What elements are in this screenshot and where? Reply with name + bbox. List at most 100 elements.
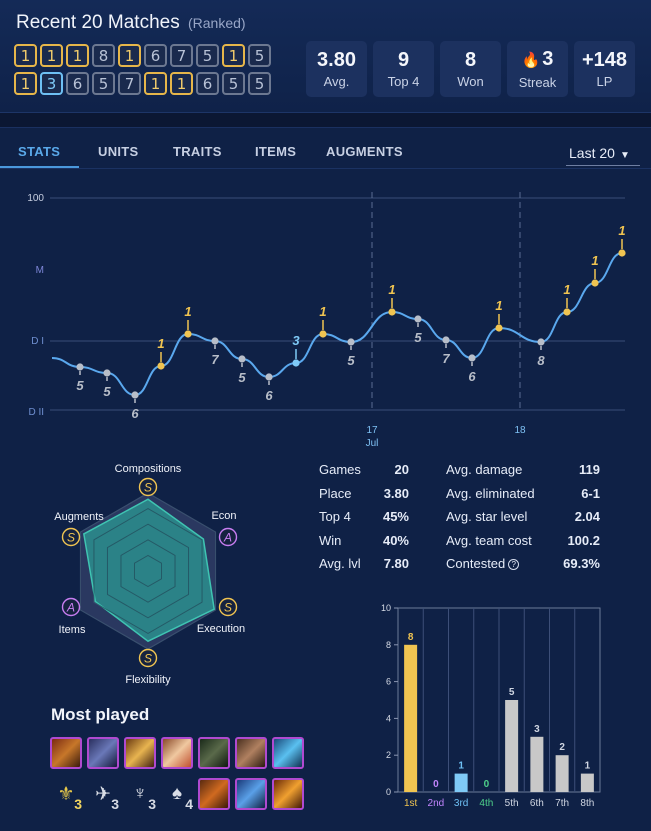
placement-box[interactable]: 6: [196, 72, 219, 95]
unit-portrait[interactable]: [235, 737, 267, 769]
lp-point[interactable]: [292, 359, 300, 367]
unit-portrait[interactable]: [161, 737, 193, 769]
grade-badge[interactable]: [61, 597, 81, 617]
placement-box[interactable]: 5: [248, 44, 271, 67]
unit-portrait[interactable]: [87, 737, 119, 769]
help-icon[interactable]: ?: [508, 559, 520, 570]
item-icon[interactable]: [272, 778, 304, 810]
item-icon[interactable]: [235, 778, 267, 810]
unit-portrait[interactable]: [272, 737, 304, 769]
tab-units[interactable]: UNITS: [98, 144, 139, 159]
lp-point[interactable]: [157, 362, 165, 370]
stat-value: 3.80: [383, 485, 409, 501]
stat-value: 7.80: [383, 556, 409, 571]
placement-box[interactable]: 5: [196, 44, 219, 67]
stat-value: 119: [579, 462, 600, 477]
lp-point[interactable]: [591, 279, 599, 287]
trait-count: 3: [74, 796, 82, 812]
lp-point[interactable]: [442, 336, 450, 344]
trait-badge[interactable]: ♆ 3: [124, 778, 156, 812]
y-tick-label: 4: [386, 713, 391, 723]
lp-point[interactable]: [618, 249, 626, 257]
bar[interactable]: [404, 644, 418, 792]
placement-box[interactable]: 1: [14, 44, 37, 67]
grade-badge[interactable]: [218, 527, 238, 547]
lp-point[interactable]: [265, 373, 273, 381]
stat-label: Games: [319, 462, 361, 477]
grade-badge[interactable]: [138, 477, 158, 497]
placement-box[interactable]: 8: [92, 44, 115, 67]
stats-panel: STATS UNITS TRAITS ITEMS AUGMENTS Last 2…: [0, 127, 651, 831]
bar[interactable]: [454, 773, 468, 792]
tab-items[interactable]: ITEMS: [255, 144, 297, 159]
lp-point[interactable]: [103, 369, 111, 377]
tab-traits[interactable]: TRAITS: [173, 144, 222, 159]
lp-point[interactable]: [414, 315, 422, 323]
lp-point[interactable]: [319, 330, 327, 338]
lp-point[interactable]: [238, 355, 246, 363]
tab-stats[interactable]: STATS: [18, 144, 61, 159]
placement-box[interactable]: 5: [92, 72, 115, 95]
placement-box[interactable]: 1: [66, 44, 89, 67]
placement-box[interactable]: 5: [248, 72, 271, 95]
trait-badge[interactable]: ♠ 4: [161, 778, 193, 812]
item-icon[interactable]: [198, 778, 230, 810]
placement-box[interactable]: 1: [40, 44, 63, 67]
bar[interactable]: [580, 773, 594, 792]
placement-box[interactable]: 6: [144, 44, 167, 67]
active-tab-indicator: [0, 166, 79, 168]
lp-point[interactable]: [537, 338, 545, 346]
trait-badge[interactable]: ⚜ 3: [50, 778, 82, 813]
placement-box[interactable]: 1: [14, 72, 37, 95]
placement-box[interactable]: 7: [118, 72, 141, 95]
placement-box[interactable]: 3: [40, 72, 63, 95]
range-dropdown-value: Last 20: [569, 145, 615, 161]
x-category-label: 8th: [580, 798, 594, 809]
lp-point[interactable]: [184, 330, 192, 338]
placement-label: 6: [468, 369, 476, 384]
lp-point[interactable]: [495, 324, 503, 332]
bar-value-label: 0: [433, 779, 439, 790]
stat-label-text: Avg. star level: [446, 509, 528, 524]
range-dropdown[interactable]: Last 20 ▼: [566, 140, 640, 166]
lp-point[interactable]: [211, 337, 219, 345]
lp-point[interactable]: [388, 308, 396, 316]
bar[interactable]: [555, 755, 569, 792]
placement-label: 1: [388, 282, 395, 297]
placement-box[interactable]: 5: [222, 72, 245, 95]
lp-point[interactable]: [347, 338, 355, 346]
placement-box[interactable]: 7: [170, 44, 193, 67]
grade-badge[interactable]: [138, 648, 158, 668]
placement-label: 5: [238, 370, 246, 385]
bar-value-label: 1: [585, 761, 591, 772]
placement-histogram: 0 2 4 6 8 10 8 1st 0 2nd 1 3rd 0 4th 5 5th 3 6th 2 7th 1 8th: [381, 603, 601, 809]
stat-label: Contested?: [446, 556, 520, 571]
placement-label: 7: [442, 351, 450, 366]
placement-box[interactable]: 1: [170, 72, 193, 95]
tab-augments[interactable]: AUGMENTS: [326, 144, 403, 159]
grade-badge[interactable]: [61, 527, 81, 547]
unit-portrait[interactable]: [124, 737, 156, 769]
placement-box[interactable]: 1: [118, 44, 141, 67]
lp-point[interactable]: [131, 391, 139, 399]
bar[interactable]: [530, 736, 544, 792]
placement-box[interactable]: 1: [144, 72, 167, 95]
bar[interactable]: [505, 700, 519, 792]
grade-badge[interactable]: [218, 597, 238, 617]
streak-value: 3: [542, 48, 554, 70]
placement-box[interactable]: 6: [66, 72, 89, 95]
lp-line: [51, 252, 623, 397]
lp-point[interactable]: [563, 308, 571, 316]
lp-point[interactable]: [76, 363, 84, 371]
most-played-units: [50, 737, 304, 769]
placement-box[interactable]: 1: [222, 44, 245, 67]
trait-badge[interactable]: ✈ 3: [87, 778, 119, 813]
top4-label: Top 4: [387, 74, 420, 89]
trait-count: 3: [148, 796, 156, 812]
unit-portrait[interactable]: [198, 737, 230, 769]
lp-point[interactable]: [468, 354, 476, 362]
stat-label-text: Top 4: [319, 509, 351, 524]
unit-portrait[interactable]: [50, 737, 82, 769]
x-category-label: 1st: [404, 798, 418, 809]
